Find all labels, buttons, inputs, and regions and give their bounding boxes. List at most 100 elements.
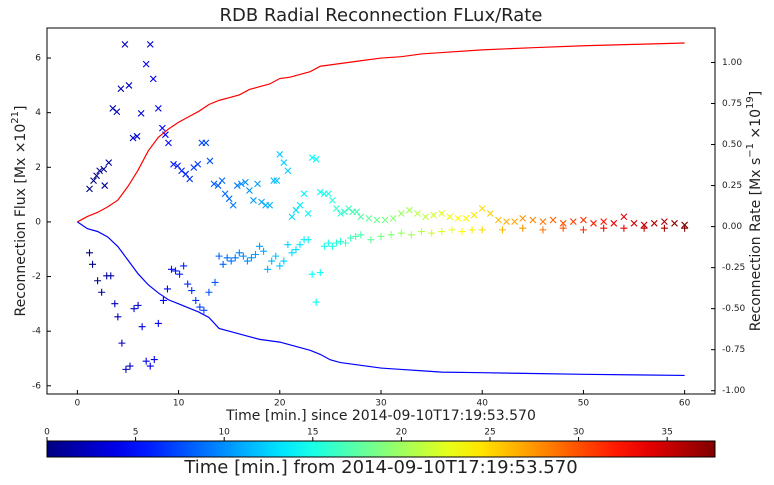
y-tick-label: -2 — [32, 272, 41, 282]
y2-tick-label: -1.00 — [722, 386, 746, 396]
scatter-point — [316, 188, 324, 196]
scatter-point — [397, 210, 405, 217]
label-text: ×10 — [748, 109, 764, 143]
scatter-point — [640, 224, 648, 232]
scatter-point — [458, 228, 466, 236]
scatter-point — [660, 224, 668, 232]
colorbar-tick-label: 35 — [661, 428, 672, 438]
scatter-point — [539, 218, 547, 226]
scatter-point — [661, 218, 668, 226]
scatter-point — [150, 356, 158, 364]
colorbar-tick-label: 25 — [484, 428, 495, 438]
scatter-point — [272, 252, 280, 260]
colorbar-tick-label: 0 — [44, 428, 50, 438]
line — [77, 42, 685, 223]
scatter-point — [237, 180, 245, 188]
y2-tick-label: 0.75 — [722, 99, 742, 109]
scatter-point — [243, 257, 251, 265]
scatter-point — [312, 155, 320, 163]
scatter-point — [332, 239, 340, 247]
scatter-point — [170, 160, 177, 168]
scatter-point — [352, 232, 360, 240]
scatter-point — [276, 150, 284, 158]
scatter-point — [94, 277, 102, 285]
scatter-point — [288, 213, 296, 221]
scatter-point — [292, 246, 300, 254]
colorbar-tick-label: 30 — [573, 428, 585, 438]
scatter-point — [180, 262, 188, 270]
scatter-point — [630, 219, 638, 227]
scatter-point — [357, 231, 365, 239]
scatter-point — [422, 213, 429, 221]
scatter-point — [215, 252, 223, 260]
scatter-point — [405, 206, 413, 214]
scatter-point — [246, 187, 253, 194]
colorbar-tick-label: 20 — [396, 428, 408, 438]
x-tick-label: 40 — [476, 399, 488, 409]
label-superscript: 19 — [745, 96, 756, 109]
scatter-point — [223, 254, 231, 262]
y2-tick-label: -0.50 — [722, 304, 746, 314]
scatter-point — [478, 226, 486, 234]
scatter-point — [146, 362, 154, 370]
scatter-point — [214, 182, 222, 189]
scatter-point — [387, 231, 395, 239]
scatter-point — [650, 219, 658, 227]
scatter-point — [114, 313, 122, 321]
colorbar-tick-label: 15 — [307, 428, 318, 438]
scatter-point — [121, 41, 129, 48]
y2-tick-label: 0.25 — [722, 181, 742, 191]
scatter-point — [600, 218, 608, 226]
scatter-point — [342, 239, 350, 247]
scatter-point — [539, 226, 547, 234]
scatter-point — [468, 226, 476, 234]
scatter-point — [133, 132, 141, 140]
scatter-point — [462, 214, 470, 222]
scatter-point — [159, 296, 167, 304]
scatter-point — [308, 270, 316, 278]
scatter-point — [367, 236, 375, 244]
x-tick-label: 20 — [274, 399, 286, 409]
y-tick-label: 0 — [35, 217, 41, 227]
label-superscript: 21 — [10, 111, 21, 124]
x-tick-label: 0 — [74, 399, 80, 409]
scatter-point — [210, 180, 218, 188]
scatter-point — [167, 265, 175, 273]
scatter-point — [233, 182, 241, 189]
scatter-point — [590, 219, 597, 227]
scatter-point — [241, 178, 249, 186]
scatter-point — [93, 172, 100, 180]
scatter-point — [172, 267, 180, 275]
scatter-point — [600, 224, 608, 232]
scatter-point — [138, 323, 146, 331]
scatter-point — [89, 260, 97, 268]
scatter-point — [221, 190, 229, 198]
scatter-point — [486, 210, 494, 217]
scatter-point — [96, 167, 104, 175]
scatter-point — [184, 280, 192, 288]
scatter-point — [549, 216, 557, 224]
label-text: ] — [748, 91, 764, 96]
scatter-point — [163, 285, 171, 293]
scatter-point — [260, 247, 268, 255]
scatter-point — [117, 85, 125, 93]
y-tick-label: -4 — [32, 327, 41, 337]
scatter-point — [397, 229, 405, 237]
scatter-point — [337, 210, 344, 217]
scatter-point — [324, 239, 332, 247]
scatter-point — [125, 82, 133, 89]
scatter-point — [407, 231, 415, 239]
scatter-point — [280, 159, 288, 166]
scatter-point — [284, 241, 292, 249]
scatter-point — [122, 365, 130, 373]
y2-tick-label: 0.50 — [722, 140, 742, 150]
scatter-point — [225, 195, 233, 203]
scatter-point — [448, 226, 456, 234]
scatter-point — [365, 214, 373, 222]
scatter-point — [312, 298, 320, 306]
scatter-point — [130, 305, 138, 313]
y-tick-label: 2 — [35, 163, 41, 173]
label-text: Reconnection Flux [Mx ×10 — [13, 124, 29, 317]
scatter-point — [218, 177, 226, 185]
